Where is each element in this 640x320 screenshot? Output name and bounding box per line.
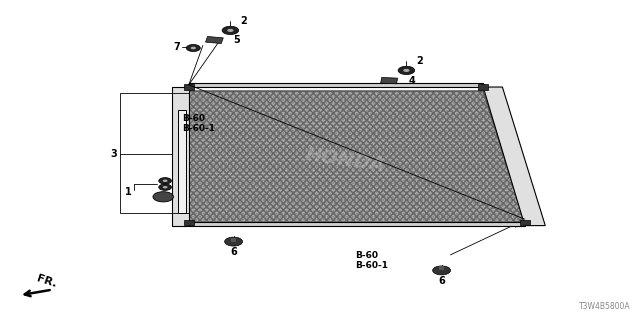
Polygon shape	[172, 87, 189, 226]
Bar	[478, 84, 488, 90]
Text: 7: 7	[173, 42, 180, 52]
Bar	[184, 84, 194, 90]
Text: 5: 5	[234, 35, 241, 45]
Circle shape	[159, 184, 172, 190]
Text: 3: 3	[110, 148, 117, 159]
Text: HONDA: HONDA	[304, 145, 387, 175]
Bar	[520, 220, 530, 225]
Circle shape	[153, 192, 173, 202]
Text: B-60
B-60-1: B-60 B-60-1	[355, 251, 388, 270]
Text: 2: 2	[416, 56, 423, 66]
Circle shape	[433, 266, 451, 275]
Text: T3W4B5800A: T3W4B5800A	[579, 302, 630, 311]
Circle shape	[403, 69, 410, 72]
Bar	[184, 220, 194, 225]
Circle shape	[227, 29, 234, 32]
Text: 2: 2	[240, 16, 247, 26]
Circle shape	[222, 26, 239, 35]
Text: FR.: FR.	[35, 274, 58, 290]
Circle shape	[186, 44, 200, 52]
Polygon shape	[189, 91, 525, 222]
Circle shape	[159, 178, 172, 184]
Text: 6: 6	[230, 247, 237, 257]
Circle shape	[163, 180, 168, 182]
Text: B-60
B-60-1: B-60 B-60-1	[182, 114, 216, 133]
Polygon shape	[189, 83, 483, 87]
Circle shape	[163, 186, 168, 188]
Text: 1: 1	[124, 187, 131, 197]
Circle shape	[225, 237, 243, 246]
Bar	[232, 237, 236, 242]
Polygon shape	[205, 36, 223, 44]
Polygon shape	[381, 77, 397, 84]
Bar	[120, 93, 189, 213]
Circle shape	[398, 66, 415, 75]
Bar	[178, 110, 186, 213]
Polygon shape	[483, 87, 545, 226]
Polygon shape	[189, 222, 525, 226]
Circle shape	[191, 47, 196, 49]
Bar	[440, 266, 444, 270]
Text: 4: 4	[408, 76, 415, 86]
Text: 6: 6	[438, 276, 445, 286]
